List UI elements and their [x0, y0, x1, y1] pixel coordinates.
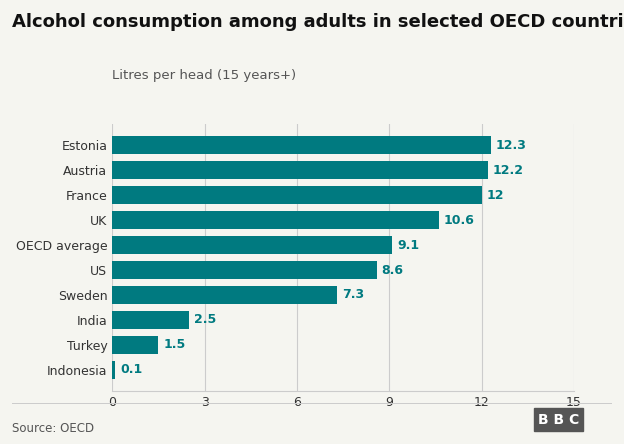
Bar: [112, 361, 115, 379]
Text: 0.1: 0.1: [120, 363, 142, 377]
Bar: [112, 261, 377, 279]
Bar: [112, 162, 488, 179]
Bar: [112, 236, 392, 254]
Bar: [112, 186, 482, 204]
Text: 2.5: 2.5: [194, 313, 216, 326]
Text: 7.3: 7.3: [342, 289, 364, 301]
Text: Source: OECD: Source: OECD: [12, 422, 95, 435]
Bar: [112, 311, 189, 329]
Text: 12.2: 12.2: [492, 164, 524, 177]
Bar: [112, 286, 337, 304]
Text: 1.5: 1.5: [163, 338, 185, 351]
Bar: [112, 336, 158, 353]
Text: 10.6: 10.6: [443, 214, 474, 226]
Text: 12: 12: [486, 189, 504, 202]
Text: 8.6: 8.6: [382, 263, 404, 277]
Text: 12.3: 12.3: [495, 139, 527, 152]
Text: Alcohol consumption among adults in selected OECD countries: Alcohol consumption among adults in sele…: [12, 13, 624, 32]
Bar: [112, 211, 439, 229]
Bar: [112, 136, 491, 154]
Text: 9.1: 9.1: [397, 238, 419, 252]
Text: B B C: B B C: [538, 412, 579, 427]
Text: Litres per head (15 years+): Litres per head (15 years+): [112, 69, 296, 82]
